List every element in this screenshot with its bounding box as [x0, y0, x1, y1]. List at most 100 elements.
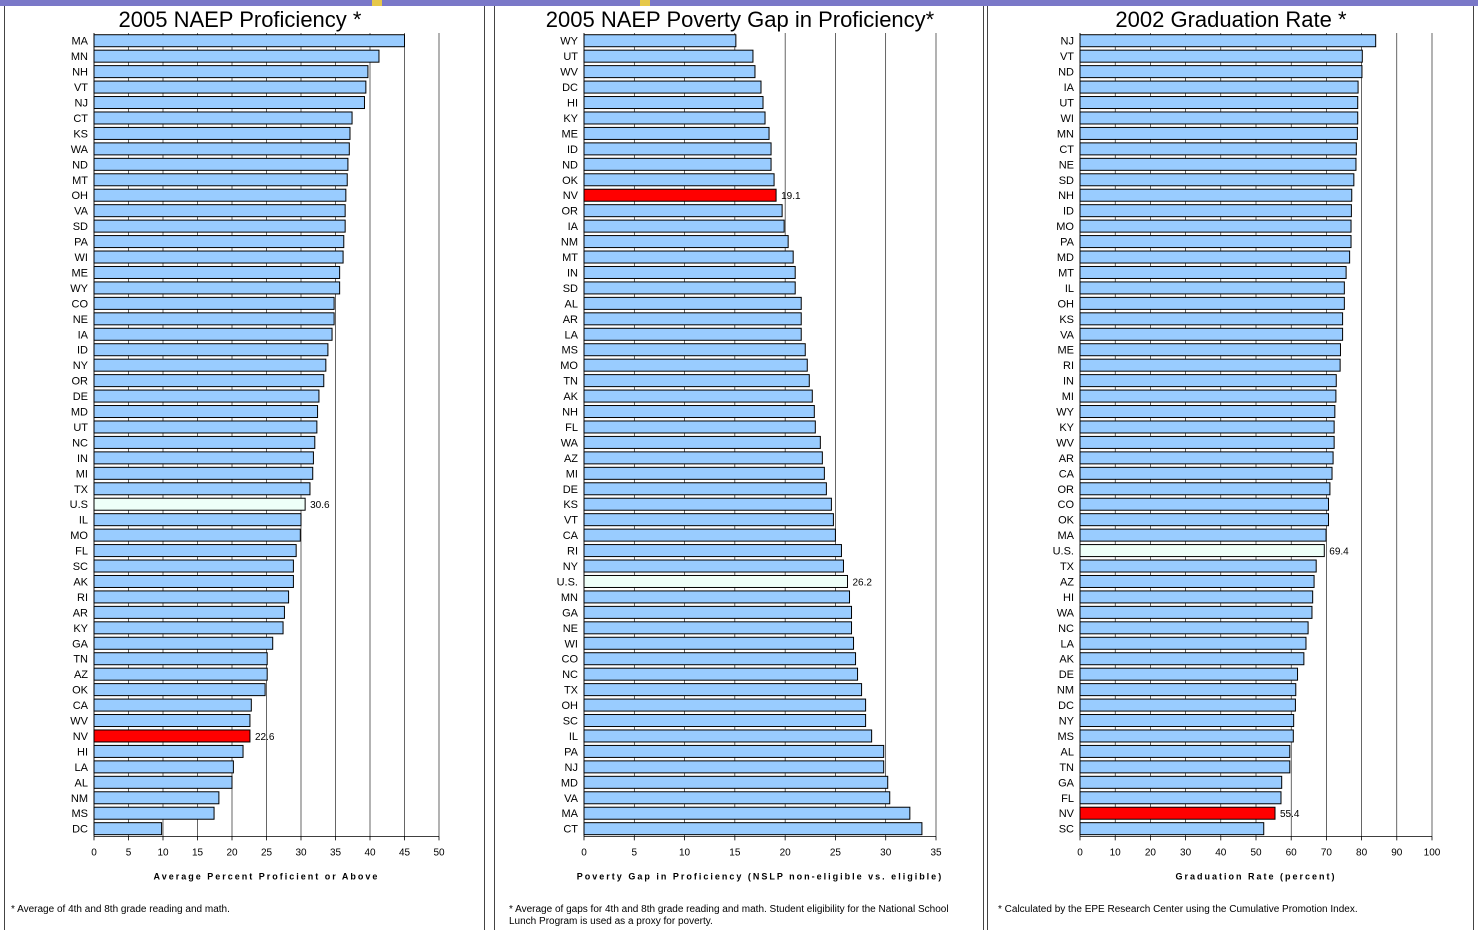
bar-ut — [583, 49, 754, 63]
x-tick-label: 30 — [295, 847, 307, 858]
x-axis-title: Graduation Rate (percent) — [1175, 871, 1336, 881]
category-label: RI — [77, 592, 88, 604]
x-axis-title: Average Percent Proficient or Above — [154, 871, 380, 881]
category-label: MI — [566, 468, 578, 480]
category-label: IN — [77, 453, 88, 465]
category-label: MO — [1056, 221, 1074, 233]
bar-dc — [1079, 698, 1296, 712]
chart-title: 2002 Graduation Rate * — [1115, 7, 1347, 32]
bar-in — [93, 451, 314, 465]
x-tick-label: 35 — [930, 847, 942, 858]
data-label: 30.6 — [310, 500, 330, 511]
category-label: AK — [1059, 654, 1074, 666]
data-label: 55.4 — [1280, 809, 1300, 820]
category-label: GA — [1058, 777, 1075, 789]
category-label: CO — [72, 298, 89, 310]
chart-svg-graduation-rate: 2002 Graduation Rate * 0 10 20 30 40 50 60 70 80 9… — [1053, 7, 1441, 881]
category-label: WY — [70, 283, 88, 295]
footnote: * Average of gaps for 4th and 8th grade … — [509, 904, 949, 927]
bar-sc — [93, 559, 294, 573]
category-label: VA — [74, 206, 89, 218]
bar-nh — [93, 65, 369, 79]
category-label: MS — [1058, 731, 1075, 743]
category-label: HI — [567, 98, 578, 110]
bar-ut — [93, 420, 318, 434]
bar-sc — [583, 714, 867, 728]
bar-ms — [1079, 729, 1294, 743]
category-label: GA — [562, 607, 579, 619]
x-tick-label: 20 — [780, 847, 792, 858]
bar-de — [93, 389, 320, 403]
bar-or — [1079, 482, 1331, 496]
x-tick-label: 0 — [91, 847, 97, 858]
bar-me — [1079, 343, 1341, 357]
bar-sd — [583, 281, 796, 295]
x-tick-label: 10 — [679, 847, 691, 858]
category-label: IL — [1065, 283, 1074, 295]
bar-wi — [1079, 111, 1359, 125]
chart-panel-poverty-gap: 2005 NAEP Poverty Gap in Proficiency* 0 5 1… — [494, 6, 984, 930]
category-label: MO — [560, 360, 578, 372]
bar-va — [583, 791, 891, 805]
x-axis-title: Poverty Gap in Proficiency (NSLP non-eli… — [577, 871, 943, 881]
bar-nj — [93, 96, 365, 110]
bar-mo — [1079, 219, 1352, 233]
category-label: MT — [1058, 267, 1074, 279]
banner-accent — [640, 0, 650, 6]
category-label: MS — [562, 345, 579, 357]
category-label: DC — [1058, 700, 1074, 712]
bar-ar — [93, 605, 285, 619]
category-label: MD — [71, 407, 88, 419]
chart-title: 2005 NAEP Poverty Gap in Proficiency* — [546, 7, 935, 32]
category-label: WV — [1056, 437, 1074, 449]
bar-va — [93, 204, 346, 218]
x-tick-label: 60 — [1286, 847, 1298, 858]
x-tick-label: 40 — [1215, 847, 1227, 858]
bar-ak — [583, 389, 813, 403]
footnote: * Average of 4th and 8th grade reading a… — [11, 904, 230, 915]
bar-or — [583, 204, 783, 218]
category-label: AZ — [564, 453, 578, 465]
category-label: OK — [72, 685, 89, 697]
bar-co — [1079, 497, 1330, 511]
category-label: CA — [1059, 468, 1075, 480]
bar-ny — [93, 358, 327, 372]
category-label: NM — [561, 237, 578, 249]
category-label: PA — [564, 746, 579, 758]
bar-ri — [93, 590, 290, 604]
category-label: ME — [1058, 345, 1075, 357]
category-label: OR — [1058, 484, 1075, 496]
category-label: AL — [1061, 746, 1074, 758]
bar-id — [1079, 204, 1352, 218]
category-label: PA — [74, 237, 89, 249]
category-label: LA — [1061, 638, 1075, 650]
bar-dc — [583, 80, 762, 94]
bar-mo — [583, 358, 808, 372]
bar-ky — [93, 621, 284, 635]
category-label: NY — [73, 360, 89, 372]
bar-wa — [1079, 605, 1313, 619]
category-label: SD — [73, 221, 88, 233]
bar-ga — [93, 636, 274, 650]
bar-wa — [93, 142, 350, 156]
category-label: PA — [1060, 237, 1075, 249]
category-label: MD — [1057, 252, 1074, 264]
category-label: MI — [76, 468, 88, 480]
x-tick-label: 25 — [830, 847, 842, 858]
bar-al — [93, 775, 233, 789]
category-label: NH — [1058, 190, 1074, 202]
bar-nd — [1079, 65, 1363, 79]
category-label: RI — [567, 546, 578, 558]
bar-nv — [93, 729, 251, 743]
category-label: MA — [1058, 530, 1075, 542]
bar-pa — [1079, 235, 1352, 249]
bar-wv — [1079, 435, 1335, 449]
bar-wy — [93, 281, 341, 295]
category-label: UT — [1059, 98, 1074, 110]
bar-al — [1079, 744, 1291, 758]
category-label: NJ — [565, 762, 578, 774]
category-label: ID — [567, 144, 578, 156]
category-label: MD — [561, 777, 578, 789]
category-label: NC — [1058, 623, 1074, 635]
category-label: ID — [1063, 206, 1074, 218]
